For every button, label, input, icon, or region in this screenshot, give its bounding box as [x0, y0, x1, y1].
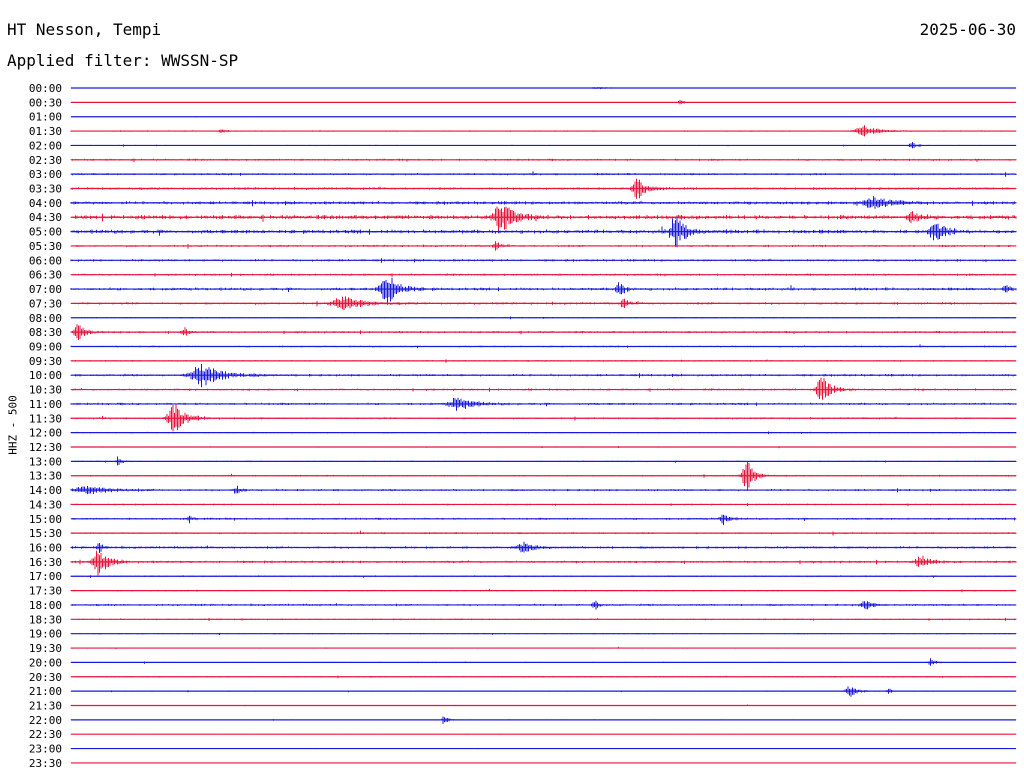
time-label-2200: 22:00 [29, 714, 62, 727]
time-label-1730: 17:30 [29, 585, 62, 598]
time-label-0030: 00:30 [29, 96, 62, 109]
trace-1500 [70, 514, 1017, 526]
traces [70, 87, 1017, 764]
time-label-0100: 01:00 [29, 111, 62, 124]
time-label-1830: 18:30 [29, 613, 62, 626]
time-label-1030: 10:30 [29, 384, 62, 397]
record-date: 2025-06-30 [919, 20, 1016, 39]
time-label-1530: 15:30 [29, 527, 62, 540]
time-label-1400: 14:00 [29, 484, 62, 497]
time-label-1200: 12:00 [29, 427, 62, 440]
trace-1130 [70, 403, 1017, 432]
trace-1030 [70, 377, 1017, 400]
time-label-0300: 03:00 [29, 168, 62, 181]
time-label-2300: 23:00 [29, 743, 62, 756]
time-label-1930: 19:30 [29, 642, 62, 655]
time-label-0900: 09:00 [29, 340, 62, 353]
station-title: HT Nesson, Tempi [7, 20, 162, 39]
time-label-1330: 13:30 [29, 470, 62, 483]
time-label-2030: 20:30 [29, 671, 62, 684]
time-label-0200: 02:00 [29, 139, 62, 152]
time-label-1800: 18:00 [29, 599, 62, 612]
time-label-1700: 17:00 [29, 570, 62, 583]
time-label-0830: 08:30 [29, 326, 62, 339]
time-label-0500: 05:00 [29, 226, 62, 239]
time-label-1900: 19:00 [29, 628, 62, 641]
time-label-1000: 10:00 [29, 369, 62, 382]
time-label-1600: 16:00 [29, 542, 62, 555]
time-label-1300: 13:00 [29, 455, 62, 468]
time-label-0000: 00:00 [29, 82, 62, 95]
time-label-0630: 06:30 [29, 269, 62, 282]
time-label-0700: 07:00 [29, 283, 62, 296]
time-label-2130: 21:30 [29, 699, 62, 712]
time-label-2100: 21:00 [29, 685, 62, 698]
time-label-1130: 11:30 [29, 412, 62, 425]
time-label-0800: 08:00 [29, 312, 62, 325]
time-label-2330: 23:30 [29, 757, 62, 770]
time-label-1430: 14:30 [29, 498, 62, 511]
time-label-1100: 11:00 [29, 398, 62, 411]
time-label-0930: 09:30 [29, 355, 62, 368]
time-label-0230: 02:30 [29, 154, 62, 167]
time-label-0600: 06:00 [29, 254, 62, 267]
trace-0700 [70, 277, 1017, 305]
time-label-2000: 20:00 [29, 656, 62, 669]
time-label-0130: 01:30 [29, 125, 62, 138]
time-label-1630: 16:30 [29, 556, 62, 569]
time-label-0330: 03:30 [29, 183, 62, 196]
time-label-0430: 04:30 [29, 211, 62, 224]
time-label-1500: 15:00 [29, 513, 62, 526]
time-label-2230: 22:30 [29, 728, 62, 741]
trace-1630 [70, 550, 1017, 576]
time-label-1230: 12:30 [29, 441, 62, 454]
time-label-0530: 05:30 [29, 240, 62, 253]
time-label-0730: 07:30 [29, 297, 62, 310]
time-label-0400: 04:00 [29, 197, 62, 210]
trace-0430 [70, 206, 1017, 233]
filter-label: Applied filter: WWSSN-SP [7, 51, 239, 70]
